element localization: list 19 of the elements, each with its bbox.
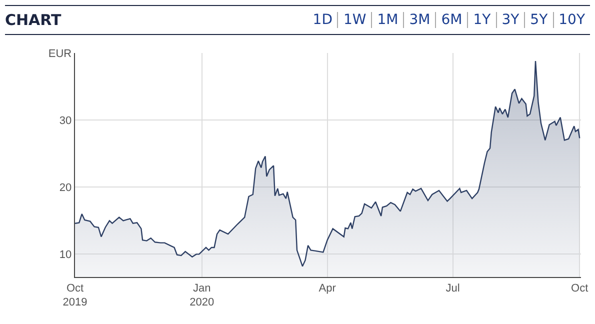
text: 3Y xyxy=(496,12,524,28)
x-tick-label: Oct xyxy=(571,282,588,294)
chart-title: CHART xyxy=(5,11,62,29)
x-tick-label: Oct 2019 xyxy=(62,282,88,309)
y-tick-label: 20 xyxy=(59,182,72,194)
y-tick-label: 30 xyxy=(59,114,72,127)
y-tick-label: EUR xyxy=(48,48,72,60)
text: 10Y xyxy=(552,12,590,28)
x-tick-label: Apr xyxy=(318,282,336,294)
text: 1M xyxy=(371,12,404,28)
y-tick-label: 10 xyxy=(59,249,72,262)
text: 3M xyxy=(403,12,436,28)
text: 1W xyxy=(337,12,372,28)
text: 6M xyxy=(435,12,468,28)
x-tick-label: Jul xyxy=(446,282,460,294)
text: 5Y xyxy=(524,12,553,28)
text: 1D xyxy=(312,12,334,28)
x-tick-label: Jan 2020 xyxy=(190,282,214,309)
text: 1Y xyxy=(467,12,496,28)
